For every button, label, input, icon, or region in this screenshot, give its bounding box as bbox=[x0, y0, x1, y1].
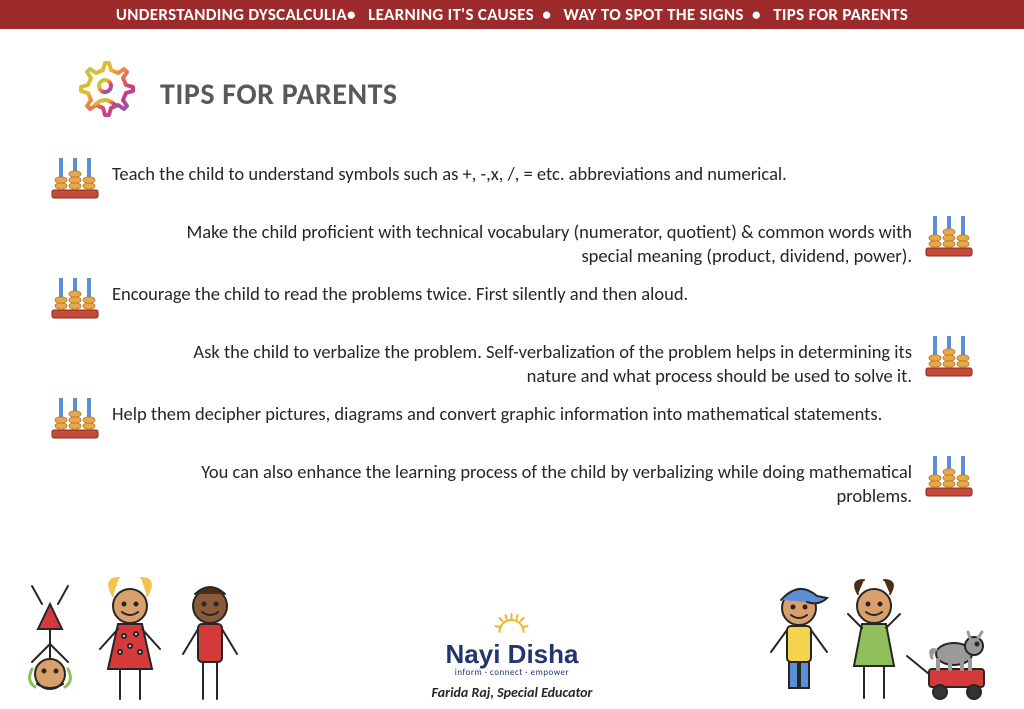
kids-left-illustration bbox=[20, 574, 250, 709]
logo-tagline: inform · connect · empower bbox=[432, 667, 593, 678]
tip-row: Ask the child to verbalize the problem. … bbox=[50, 340, 974, 388]
page-title: TIPS FOR PARENTS bbox=[160, 76, 398, 113]
tip-text: Ask the child to verbalize the problem. … bbox=[150, 340, 924, 388]
author-credit: Farida Raj, Special Educator bbox=[432, 684, 593, 701]
tip-row: Encourage the child to read the problems… bbox=[50, 282, 974, 326]
crumb-0: UNDERSTANDING DYSCALCULIA bbox=[116, 4, 347, 25]
sun-icon bbox=[492, 612, 532, 639]
title-row: TIPS FOR PARENTS bbox=[70, 57, 1024, 132]
tip-text: You can also enhance the learning proces… bbox=[150, 460, 924, 508]
tip-text: Make the child proficient with technical… bbox=[150, 220, 924, 268]
abacus-icon bbox=[50, 396, 100, 446]
kids-right-illustration bbox=[754, 574, 1004, 709]
tips-list: Teach the child to understand symbols su… bbox=[0, 162, 1024, 508]
crumb-3-active: TIPS FOR PARENTS bbox=[773, 4, 908, 25]
tip-row: Teach the child to understand symbols su… bbox=[50, 162, 974, 206]
gear-person-icon bbox=[70, 57, 140, 132]
crumb-1: LEARNING IT'S CAUSES bbox=[368, 4, 534, 25]
logo-block: Nayi Disha inform · connect · empower Fa… bbox=[432, 612, 593, 701]
footer: Nayi Disha inform · connect · empower Fa… bbox=[0, 569, 1024, 709]
tip-text: Help them decipher pictures, diagrams an… bbox=[100, 402, 974, 426]
abacus-icon bbox=[924, 454, 974, 504]
breadcrumb-bar: UNDERSTANDING DYSCALCULIA• LEARNING IT'S… bbox=[0, 0, 1024, 29]
abacus-icon bbox=[924, 214, 974, 264]
tip-row: Make the child proficient with technical… bbox=[50, 220, 974, 268]
tip-row: Help them decipher pictures, diagrams an… bbox=[50, 402, 974, 446]
abacus-icon bbox=[924, 334, 974, 384]
tip-row: You can also enhance the learning proces… bbox=[50, 460, 974, 508]
crumb-2: WAY TO SPOT THE SIGNS bbox=[564, 4, 744, 25]
tip-text: Teach the child to understand symbols su… bbox=[100, 162, 974, 186]
abacus-icon bbox=[50, 276, 100, 326]
tip-text: Encourage the child to read the problems… bbox=[100, 282, 974, 306]
abacus-icon bbox=[50, 156, 100, 206]
logo-name: Nayi Disha bbox=[432, 639, 593, 670]
